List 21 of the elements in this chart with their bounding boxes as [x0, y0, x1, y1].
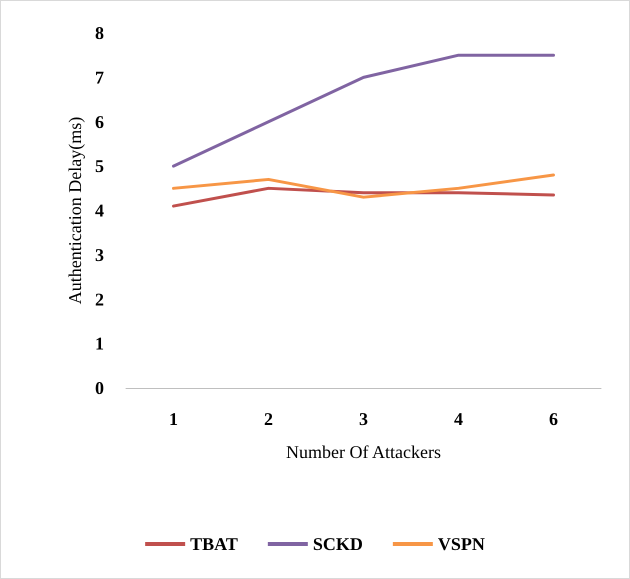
x-tick-label: 6	[549, 409, 558, 429]
legend-label: SCKD	[312, 534, 363, 554]
x-tick-label: 2	[264, 409, 273, 429]
x-axis-title: Number Of Attackers	[286, 442, 441, 462]
x-tick-label: 1	[169, 409, 178, 429]
legend-label: VSPN	[438, 534, 485, 554]
line-series	[172, 54, 555, 168]
line-series	[172, 174, 555, 199]
y-tick-label: 7	[95, 67, 104, 88]
y-tick-label: 5	[95, 156, 104, 176]
y-tick-label: 2	[95, 289, 104, 310]
y-tick-label: 4	[95, 200, 104, 220]
y-tick-label: 1	[95, 334, 104, 354]
y-tick-label: 0	[95, 378, 104, 398]
x-tick-label: 3	[359, 409, 368, 429]
legend-label: TBAT	[190, 534, 238, 554]
y-axis-title: Authentication Delay(ms)	[65, 116, 85, 304]
y-tick-label: 8	[95, 23, 104, 43]
y-tick-label: 3	[95, 244, 104, 265]
y-tick-label: 6	[95, 112, 104, 132]
x-tick-label: 4	[454, 409, 463, 429]
